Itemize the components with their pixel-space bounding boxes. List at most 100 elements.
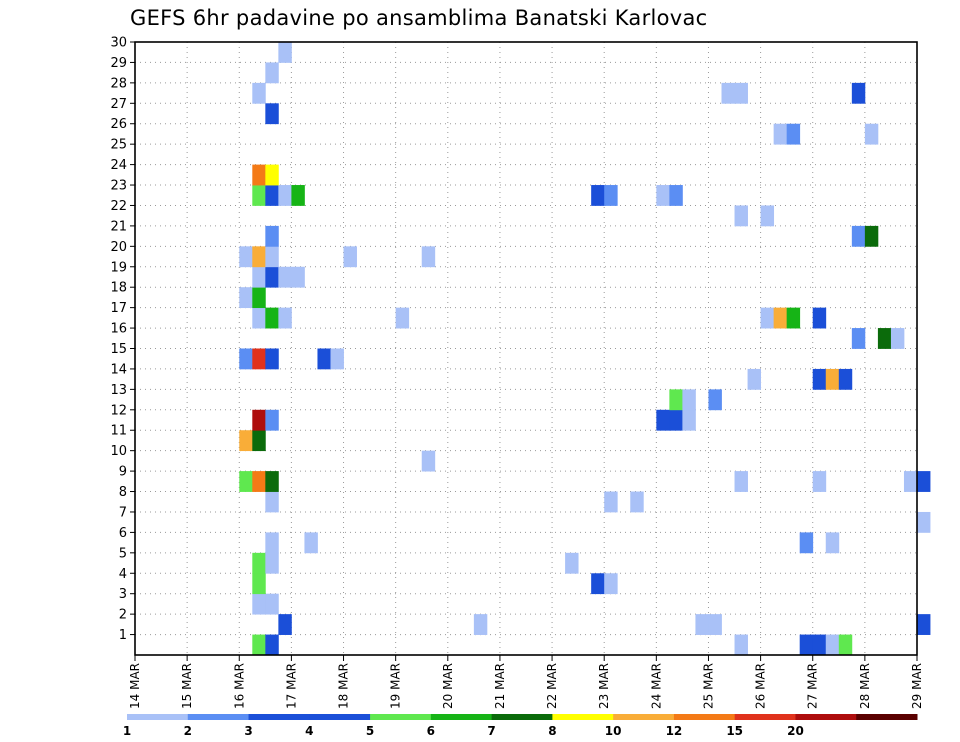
legend-label: 2 <box>184 724 192 738</box>
y-tick-label: 30 <box>110 36 127 51</box>
precip-cell <box>252 552 266 574</box>
precip-cell <box>278 307 292 329</box>
y-tick-label: 18 <box>110 281 127 296</box>
legend-swatch <box>734 714 796 720</box>
precip-cell <box>265 552 279 574</box>
precip-cell <box>252 593 266 615</box>
legend-label: 10 <box>605 724 622 738</box>
precip-cell <box>604 573 618 595</box>
y-tick-label: 3 <box>119 587 127 602</box>
legend-label: 1 <box>123 724 131 738</box>
precip-cell <box>682 409 696 431</box>
y-tick-label: 5 <box>119 546 127 561</box>
precip-cell <box>252 409 266 431</box>
precip-cell <box>773 123 788 145</box>
legend-label: 15 <box>726 724 743 738</box>
precip-cell <box>604 185 618 206</box>
y-tick-label: 11 <box>110 424 127 439</box>
precip-cell <box>252 164 266 186</box>
precip-cell <box>747 368 761 390</box>
precip-cell <box>421 246 436 268</box>
precip-cell <box>825 634 840 656</box>
precip-cell <box>265 246 279 268</box>
precip-cell <box>760 307 775 329</box>
precip-cell <box>812 368 827 390</box>
y-tick-label: 4 <box>119 567 127 582</box>
y-tick-label: 21 <box>110 219 127 234</box>
y-tick-label: 9 <box>119 465 127 480</box>
precip-cell <box>265 634 279 656</box>
precip-cell <box>786 123 801 145</box>
legend-swatch <box>613 714 675 720</box>
legend-swatch <box>491 714 553 720</box>
y-tick-label: 17 <box>110 301 127 316</box>
y-tick-label: 14 <box>110 362 127 377</box>
precip-cell <box>799 634 814 656</box>
y-tick-label: 25 <box>110 138 127 153</box>
y-tick-label: 15 <box>110 342 127 357</box>
legend-label: 3 <box>244 724 252 738</box>
precip-cell <box>278 185 292 206</box>
legend-swatch <box>187 714 250 720</box>
chart-title: GEFS 6hr padavine po ansamblima Banatski… <box>130 6 708 30</box>
legend-label: 4 <box>305 724 313 738</box>
precip-cell <box>278 42 292 63</box>
legend-swatch <box>309 714 371 720</box>
legend-swatch <box>370 714 432 720</box>
legend-label: 7 <box>487 724 495 738</box>
x-tick-label: 15 MAR <box>180 663 194 709</box>
precip-cell <box>252 307 266 329</box>
y-tick-label: 8 <box>119 485 127 500</box>
legend-label: 8 <box>548 724 556 738</box>
precip-cell <box>864 123 879 145</box>
x-tick-label: 21 MAR <box>493 663 507 709</box>
y-tick-label: 6 <box>119 526 127 541</box>
precip-cell <box>669 389 683 411</box>
precip-cell <box>343 246 357 268</box>
precip-cell <box>252 185 266 206</box>
precip-cell <box>473 614 488 635</box>
precip-cell <box>656 185 670 206</box>
precip-cell <box>917 511 931 533</box>
y-tick-label: 27 <box>110 97 127 112</box>
x-tick-label: 23 MAR <box>597 663 611 709</box>
precip-cell <box>421 450 436 472</box>
precip-cell <box>825 532 840 554</box>
precip-cell <box>291 185 305 206</box>
legend-swatch <box>127 714 189 720</box>
precip-cell <box>265 185 279 206</box>
precip-cell <box>239 246 253 268</box>
y-tick-label: 29 <box>110 56 127 71</box>
legend-label: 20 <box>787 724 804 738</box>
x-tick-label: 28 MAR <box>858 663 872 709</box>
precip-cell <box>252 82 266 104</box>
x-tick-label: 18 MAR <box>337 663 351 709</box>
precip-cell <box>265 409 279 431</box>
precip-cell <box>565 552 579 574</box>
precip-cell <box>278 266 292 288</box>
x-tick-label: 27 MAR <box>806 663 820 709</box>
y-tick-label: 26 <box>110 117 127 132</box>
legend-swatch <box>248 714 310 720</box>
y-tick-label: 22 <box>110 199 127 214</box>
y-tick-label: 20 <box>110 240 127 255</box>
precip-cell <box>252 471 266 492</box>
x-tick-label: 20 MAR <box>441 663 455 709</box>
precip-cell <box>734 634 748 656</box>
precip-cell <box>239 471 253 492</box>
precip-cell <box>265 348 279 370</box>
precip-cell <box>278 614 292 635</box>
y-tick-label: 10 <box>110 444 127 459</box>
y-tick-label: 2 <box>119 608 127 623</box>
precip-cell <box>695 614 709 635</box>
precip-cell <box>265 62 279 84</box>
precip-cell <box>265 471 279 492</box>
y-tick-label: 12 <box>110 403 127 418</box>
precip-cell <box>851 225 866 247</box>
precip-cell <box>760 205 775 227</box>
precip-cell <box>812 307 827 329</box>
y-tick-label: 24 <box>110 158 127 173</box>
x-tick-label: 25 MAR <box>701 663 715 709</box>
precip-cell <box>708 614 722 635</box>
x-tick-label: 24 MAR <box>649 663 663 709</box>
